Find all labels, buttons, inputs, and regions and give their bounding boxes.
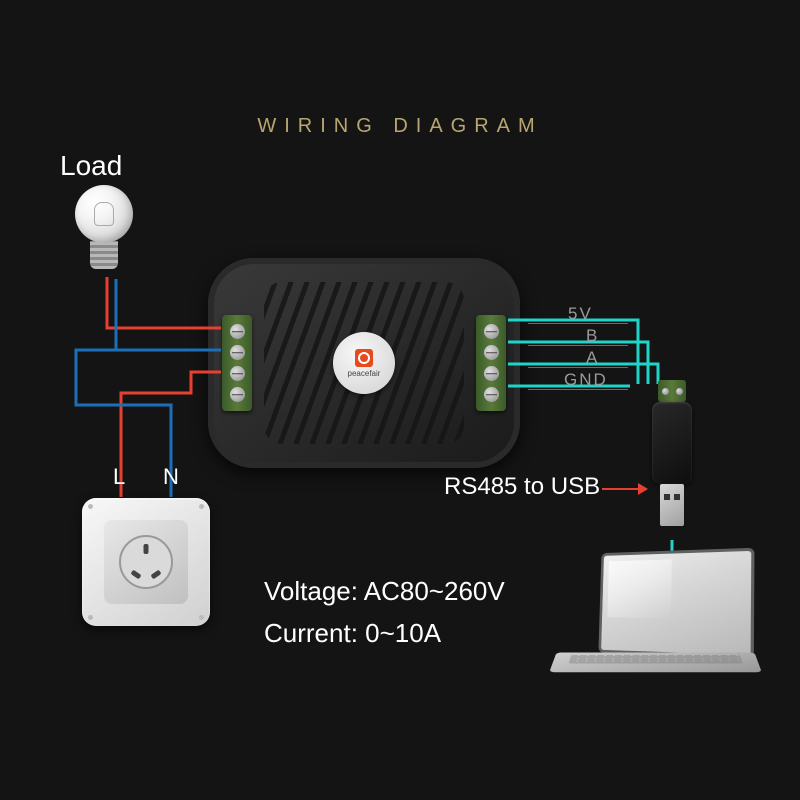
laptop-icon	[555, 550, 765, 705]
pin-underline	[528, 367, 628, 368]
arrow-icon	[602, 488, 646, 490]
wall-outlet-icon	[82, 498, 210, 626]
line-l-label: L	[113, 464, 125, 490]
device-brand-logo: peacefair	[333, 332, 395, 394]
lightbulb-icon	[75, 185, 133, 275]
meter-device: peacefair	[208, 258, 520, 468]
pin-underline	[528, 345, 628, 346]
left-terminal-block	[222, 315, 252, 411]
right-terminal-block	[476, 315, 506, 411]
neutral-n-label: N	[163, 464, 179, 490]
pin-b-label: B	[586, 326, 599, 346]
current-spec: Current: 0~10A	[264, 618, 441, 649]
diagram-title: WIRING DIAGRAM	[257, 115, 542, 138]
pin-5v-label: 5V	[568, 304, 593, 324]
rs485-label: RS485 to USB	[444, 473, 600, 501]
pin-gnd-label: GND	[564, 370, 608, 390]
usb-adapter-icon	[652, 380, 692, 540]
load-label: Load	[60, 150, 122, 182]
brand-text: peacefair	[348, 369, 381, 378]
pin-a-label: A	[586, 348, 599, 368]
voltage-spec: Voltage: AC80~260V	[264, 576, 505, 607]
